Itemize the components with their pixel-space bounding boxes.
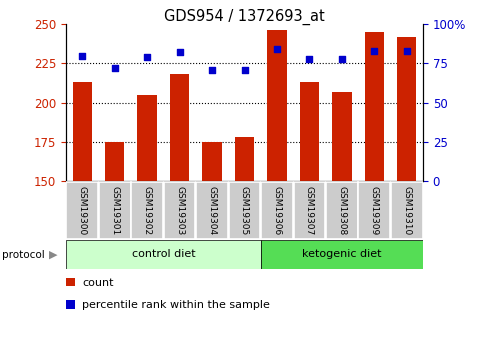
Bar	[105, 142, 124, 181]
Text: GSM19309: GSM19309	[369, 186, 378, 235]
FancyBboxPatch shape	[293, 182, 325, 239]
FancyBboxPatch shape	[358, 182, 389, 239]
Text: GSM19306: GSM19306	[272, 186, 281, 235]
Bar	[396, 37, 416, 181]
Bar	[169, 75, 189, 181]
Point	[305, 56, 313, 61]
FancyBboxPatch shape	[325, 182, 357, 239]
Text: GSM19301: GSM19301	[110, 186, 119, 235]
Text: GSM19308: GSM19308	[337, 186, 346, 235]
Text: GSM19300: GSM19300	[78, 186, 86, 235]
Text: count: count	[82, 278, 113, 288]
Text: GSM19302: GSM19302	[142, 186, 151, 235]
FancyBboxPatch shape	[196, 182, 227, 239]
Point	[240, 67, 248, 72]
Point	[272, 47, 280, 52]
Text: GSM19310: GSM19310	[402, 186, 410, 235]
Point	[208, 67, 216, 72]
Text: percentile rank within the sample: percentile rank within the sample	[82, 300, 269, 310]
FancyBboxPatch shape	[131, 182, 163, 239]
FancyBboxPatch shape	[66, 240, 260, 269]
Bar	[331, 92, 351, 181]
Bar	[202, 142, 222, 181]
FancyBboxPatch shape	[66, 182, 98, 239]
Bar	[266, 30, 286, 181]
Bar	[234, 137, 254, 181]
Text: GSM19303: GSM19303	[175, 186, 183, 235]
Text: protocol: protocol	[2, 250, 45, 259]
Point	[175, 50, 183, 55]
Point	[337, 56, 345, 61]
Point	[111, 65, 119, 71]
Bar	[299, 82, 319, 181]
FancyBboxPatch shape	[163, 182, 195, 239]
Text: GDS954 / 1372693_at: GDS954 / 1372693_at	[164, 9, 324, 25]
Point	[143, 55, 151, 60]
Bar	[137, 95, 157, 181]
FancyBboxPatch shape	[228, 182, 260, 239]
FancyBboxPatch shape	[261, 182, 292, 239]
Text: GSM19304: GSM19304	[207, 186, 216, 235]
FancyBboxPatch shape	[390, 182, 422, 239]
Point	[402, 48, 410, 53]
Text: GSM19307: GSM19307	[305, 186, 313, 235]
Text: ketogenic diet: ketogenic diet	[302, 249, 381, 259]
Text: ▶: ▶	[48, 250, 57, 259]
Text: control diet: control diet	[131, 249, 195, 259]
Point	[78, 53, 86, 58]
FancyBboxPatch shape	[99, 182, 130, 239]
Bar	[72, 82, 92, 181]
FancyBboxPatch shape	[260, 240, 422, 269]
Text: GSM19305: GSM19305	[240, 186, 248, 235]
Bar	[364, 32, 383, 181]
Point	[369, 48, 377, 53]
